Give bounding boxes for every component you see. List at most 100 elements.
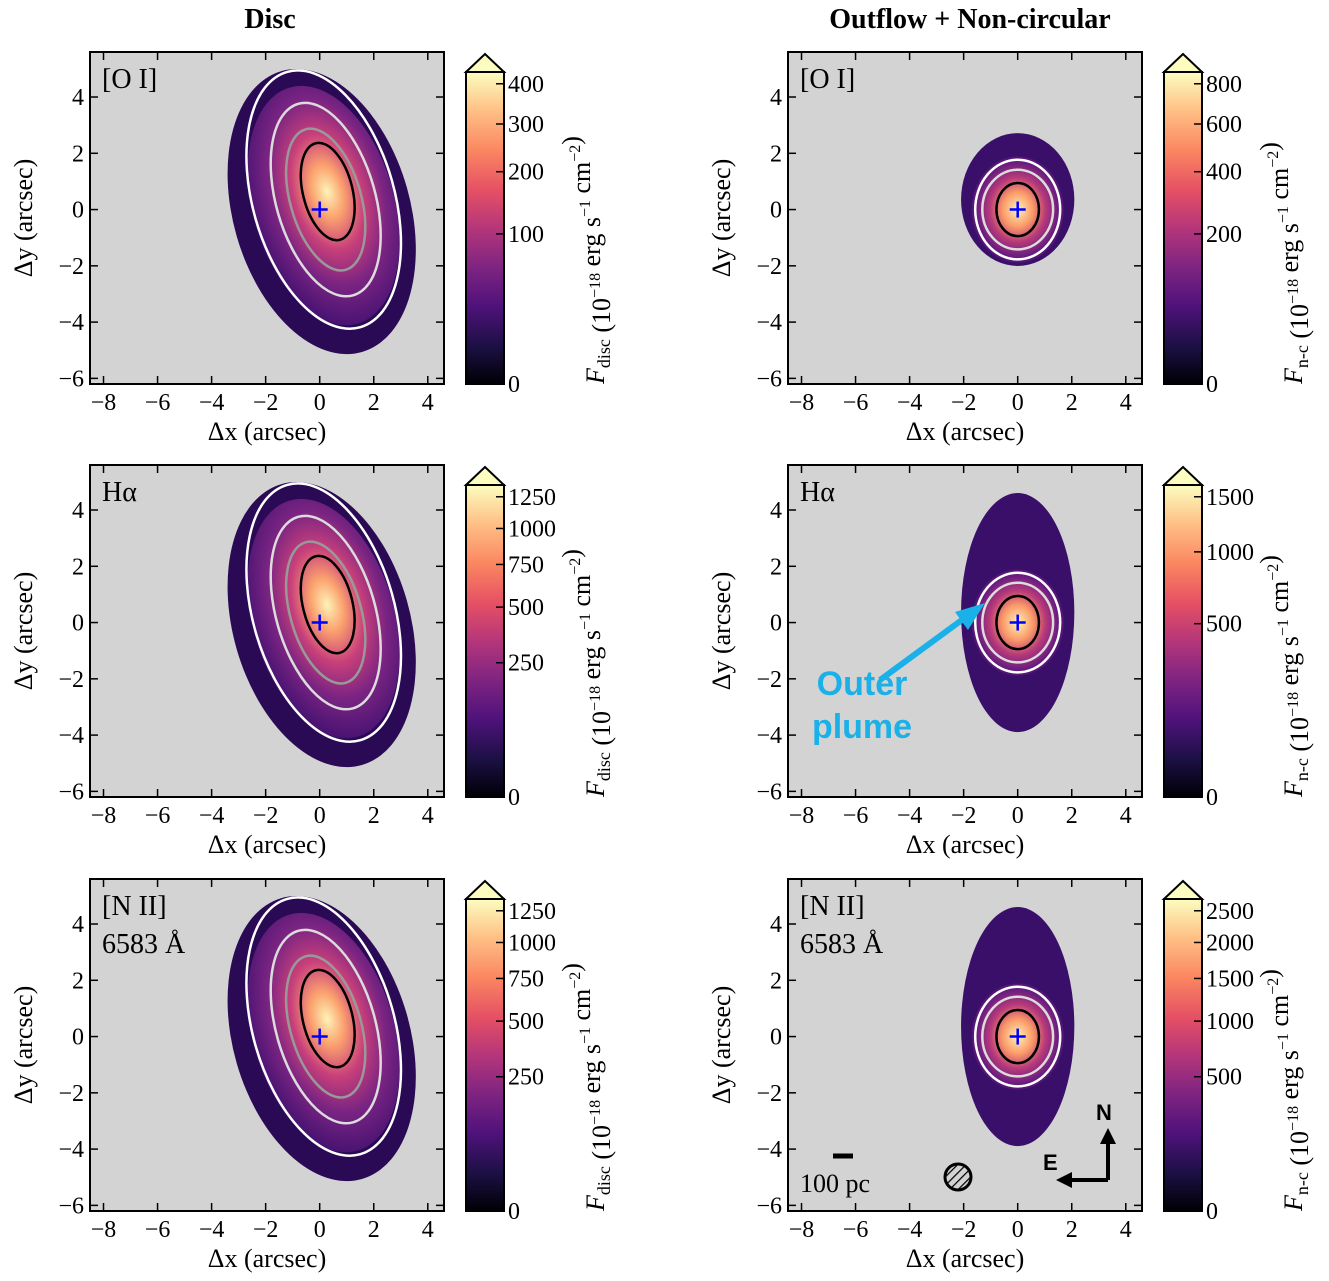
y-tick-label: 0 xyxy=(72,198,84,224)
colorbar-label-part: F xyxy=(581,367,610,385)
colorbar-label-part: −2 xyxy=(567,558,584,575)
colorbar-label-part: −18 xyxy=(1285,692,1302,717)
x-axis-label: Δx (arcsec) xyxy=(208,417,326,446)
y-tick-label: −4 xyxy=(58,723,84,749)
x-tick-label: 0 xyxy=(1012,390,1024,416)
map-content xyxy=(227,69,416,355)
y-tick-label: 2 xyxy=(72,968,84,994)
y-axis-label: Δy (arcsec) xyxy=(707,572,736,690)
y-tick-label: 4 xyxy=(770,85,782,111)
colorbar-tick-label: 750 xyxy=(508,552,544,578)
map-frame xyxy=(787,878,1143,1212)
y-tick-label: −6 xyxy=(58,366,84,392)
annotation-line1: Outer xyxy=(817,665,908,703)
colorbar-extend-max xyxy=(1161,879,1205,900)
x-tick-label: −2 xyxy=(951,1217,977,1243)
colorbar-tick-label: 1000 xyxy=(1206,540,1254,566)
colorbar-label-part: −1 xyxy=(1275,619,1292,636)
colorbar-label-part: F xyxy=(1279,780,1308,798)
y-tick-label: −2 xyxy=(756,1081,782,1107)
x-axis-label: Δx (arcsec) xyxy=(906,830,1024,859)
y-tick-label: 4 xyxy=(72,85,84,111)
colorbar-label-part: ) xyxy=(1255,142,1284,151)
y-tick-label: −6 xyxy=(756,1193,782,1219)
colorbar-label: Fn-c (10−18 erg s−1 cm−2) xyxy=(1255,555,1314,798)
colorbar-label-part: (10 xyxy=(587,1125,616,1166)
colorbar-tick-label: 500 xyxy=(508,1009,544,1035)
colorbar xyxy=(465,71,505,385)
y-axis-label: Δy (arcsec) xyxy=(9,159,38,277)
colorbar-label-part: F xyxy=(1279,367,1308,385)
x-tick-label: 4 xyxy=(1120,803,1132,829)
y-tick-label: 2 xyxy=(770,554,782,580)
colorbar-label: Fdisc (10−18 erg s−1 cm−2) xyxy=(557,963,616,1212)
y-tick-label: 0 xyxy=(72,611,84,637)
colorbar-extend-max xyxy=(1161,52,1205,73)
colorbar-tick-label: 1000 xyxy=(508,930,556,956)
colorbar xyxy=(1163,898,1203,1212)
colorbar-tick-label: 200 xyxy=(1206,222,1242,248)
map-panel-5: [N II] 6583 Å −8 −6 −4 −2 0 2 4 4 2 0 −2 −4 −6 Δx (arcs… xyxy=(9,878,616,1273)
colorbar-label-part: cm xyxy=(567,575,596,613)
colorbar-label-part: −1 xyxy=(577,1027,594,1044)
y-tick-label: −2 xyxy=(58,1081,84,1107)
y-tick-label: −4 xyxy=(756,723,782,749)
y-tick-label: −2 xyxy=(58,667,84,693)
x-tick-label: 2 xyxy=(1066,390,1078,416)
y-tick-label: 0 xyxy=(770,198,782,224)
colorbar-label-part: erg s xyxy=(577,1044,606,1100)
x-tick-label: −2 xyxy=(951,390,977,416)
compass-north-arrowhead xyxy=(1100,1128,1116,1144)
x-tick-label: −4 xyxy=(897,390,923,416)
y-tick-label: −2 xyxy=(756,254,782,280)
x-tick-label: 0 xyxy=(314,390,326,416)
contour-light xyxy=(981,995,1055,1078)
x-tick-label: −4 xyxy=(199,1217,225,1243)
x-tick-label: −6 xyxy=(145,390,171,416)
colorbar-label-part: ) xyxy=(557,549,586,558)
colorbar-tick-label: 2500 xyxy=(1206,899,1254,925)
x-tick-label: 2 xyxy=(1066,803,1078,829)
colorbar-label-part: cm xyxy=(1265,581,1294,619)
colorbar-label-part: F xyxy=(1279,1194,1308,1212)
map-content xyxy=(961,133,1075,266)
colorbar-label-part: (10 xyxy=(587,711,616,752)
colorbar-label-part: (10 xyxy=(1285,1131,1314,1172)
y-tick-label: 2 xyxy=(72,554,84,580)
colorbar-tick-label: 500 xyxy=(1206,1065,1242,1091)
compass-east-arrowhead xyxy=(1056,1172,1072,1188)
colorbar-tick-label: 1000 xyxy=(508,516,556,542)
colorbar-label-part: cm xyxy=(567,162,596,200)
beam-marker xyxy=(943,1162,973,1192)
colorbar-tick-label: 2000 xyxy=(1206,930,1254,956)
colorbar-tick-label: 600 xyxy=(1206,112,1242,138)
map-panel-1: [O I] −8 −6 −4 −2 0 2 4 4 2 0 −2 −4 −6 Δx (arcsec) Δy (… xyxy=(9,51,616,446)
contour-light xyxy=(269,514,382,711)
emission-region xyxy=(247,912,400,1153)
x-tick-label: 4 xyxy=(422,1217,434,1243)
contour-white xyxy=(973,158,1062,261)
colorbar-label-part: −2 xyxy=(1265,564,1282,581)
colorbar-tick-label: 100 xyxy=(508,222,544,248)
x-tick-label: −2 xyxy=(951,803,977,829)
colorbar-tick-label: 1000 xyxy=(1206,1009,1254,1035)
colorbar-label-part: −18 xyxy=(1285,279,1302,304)
colorbar-label-part: (10 xyxy=(1285,717,1314,758)
x-tick-label: −8 xyxy=(91,1217,117,1243)
panel-label: Hα xyxy=(102,477,137,508)
colorbar-label-part: ) xyxy=(557,963,586,972)
colorbar-label-part: −2 xyxy=(1265,151,1282,168)
x-tick-label: −6 xyxy=(145,803,171,829)
x-tick-label: −6 xyxy=(843,803,869,829)
colorbar-label-part: (10 xyxy=(1285,304,1314,345)
y-tick-label: 4 xyxy=(770,498,782,524)
colorbar-label-part: n-c xyxy=(1292,1172,1312,1195)
colorbar-extend-max xyxy=(1161,465,1205,486)
x-tick-label: 2 xyxy=(368,803,380,829)
x-axis-label: Δx (arcsec) xyxy=(906,417,1024,446)
emission-region xyxy=(247,85,400,326)
y-tick-label: 4 xyxy=(72,498,84,524)
x-axis-label: Δx (arcsec) xyxy=(208,830,326,859)
scale-bar: 100 pc xyxy=(800,1153,870,1198)
